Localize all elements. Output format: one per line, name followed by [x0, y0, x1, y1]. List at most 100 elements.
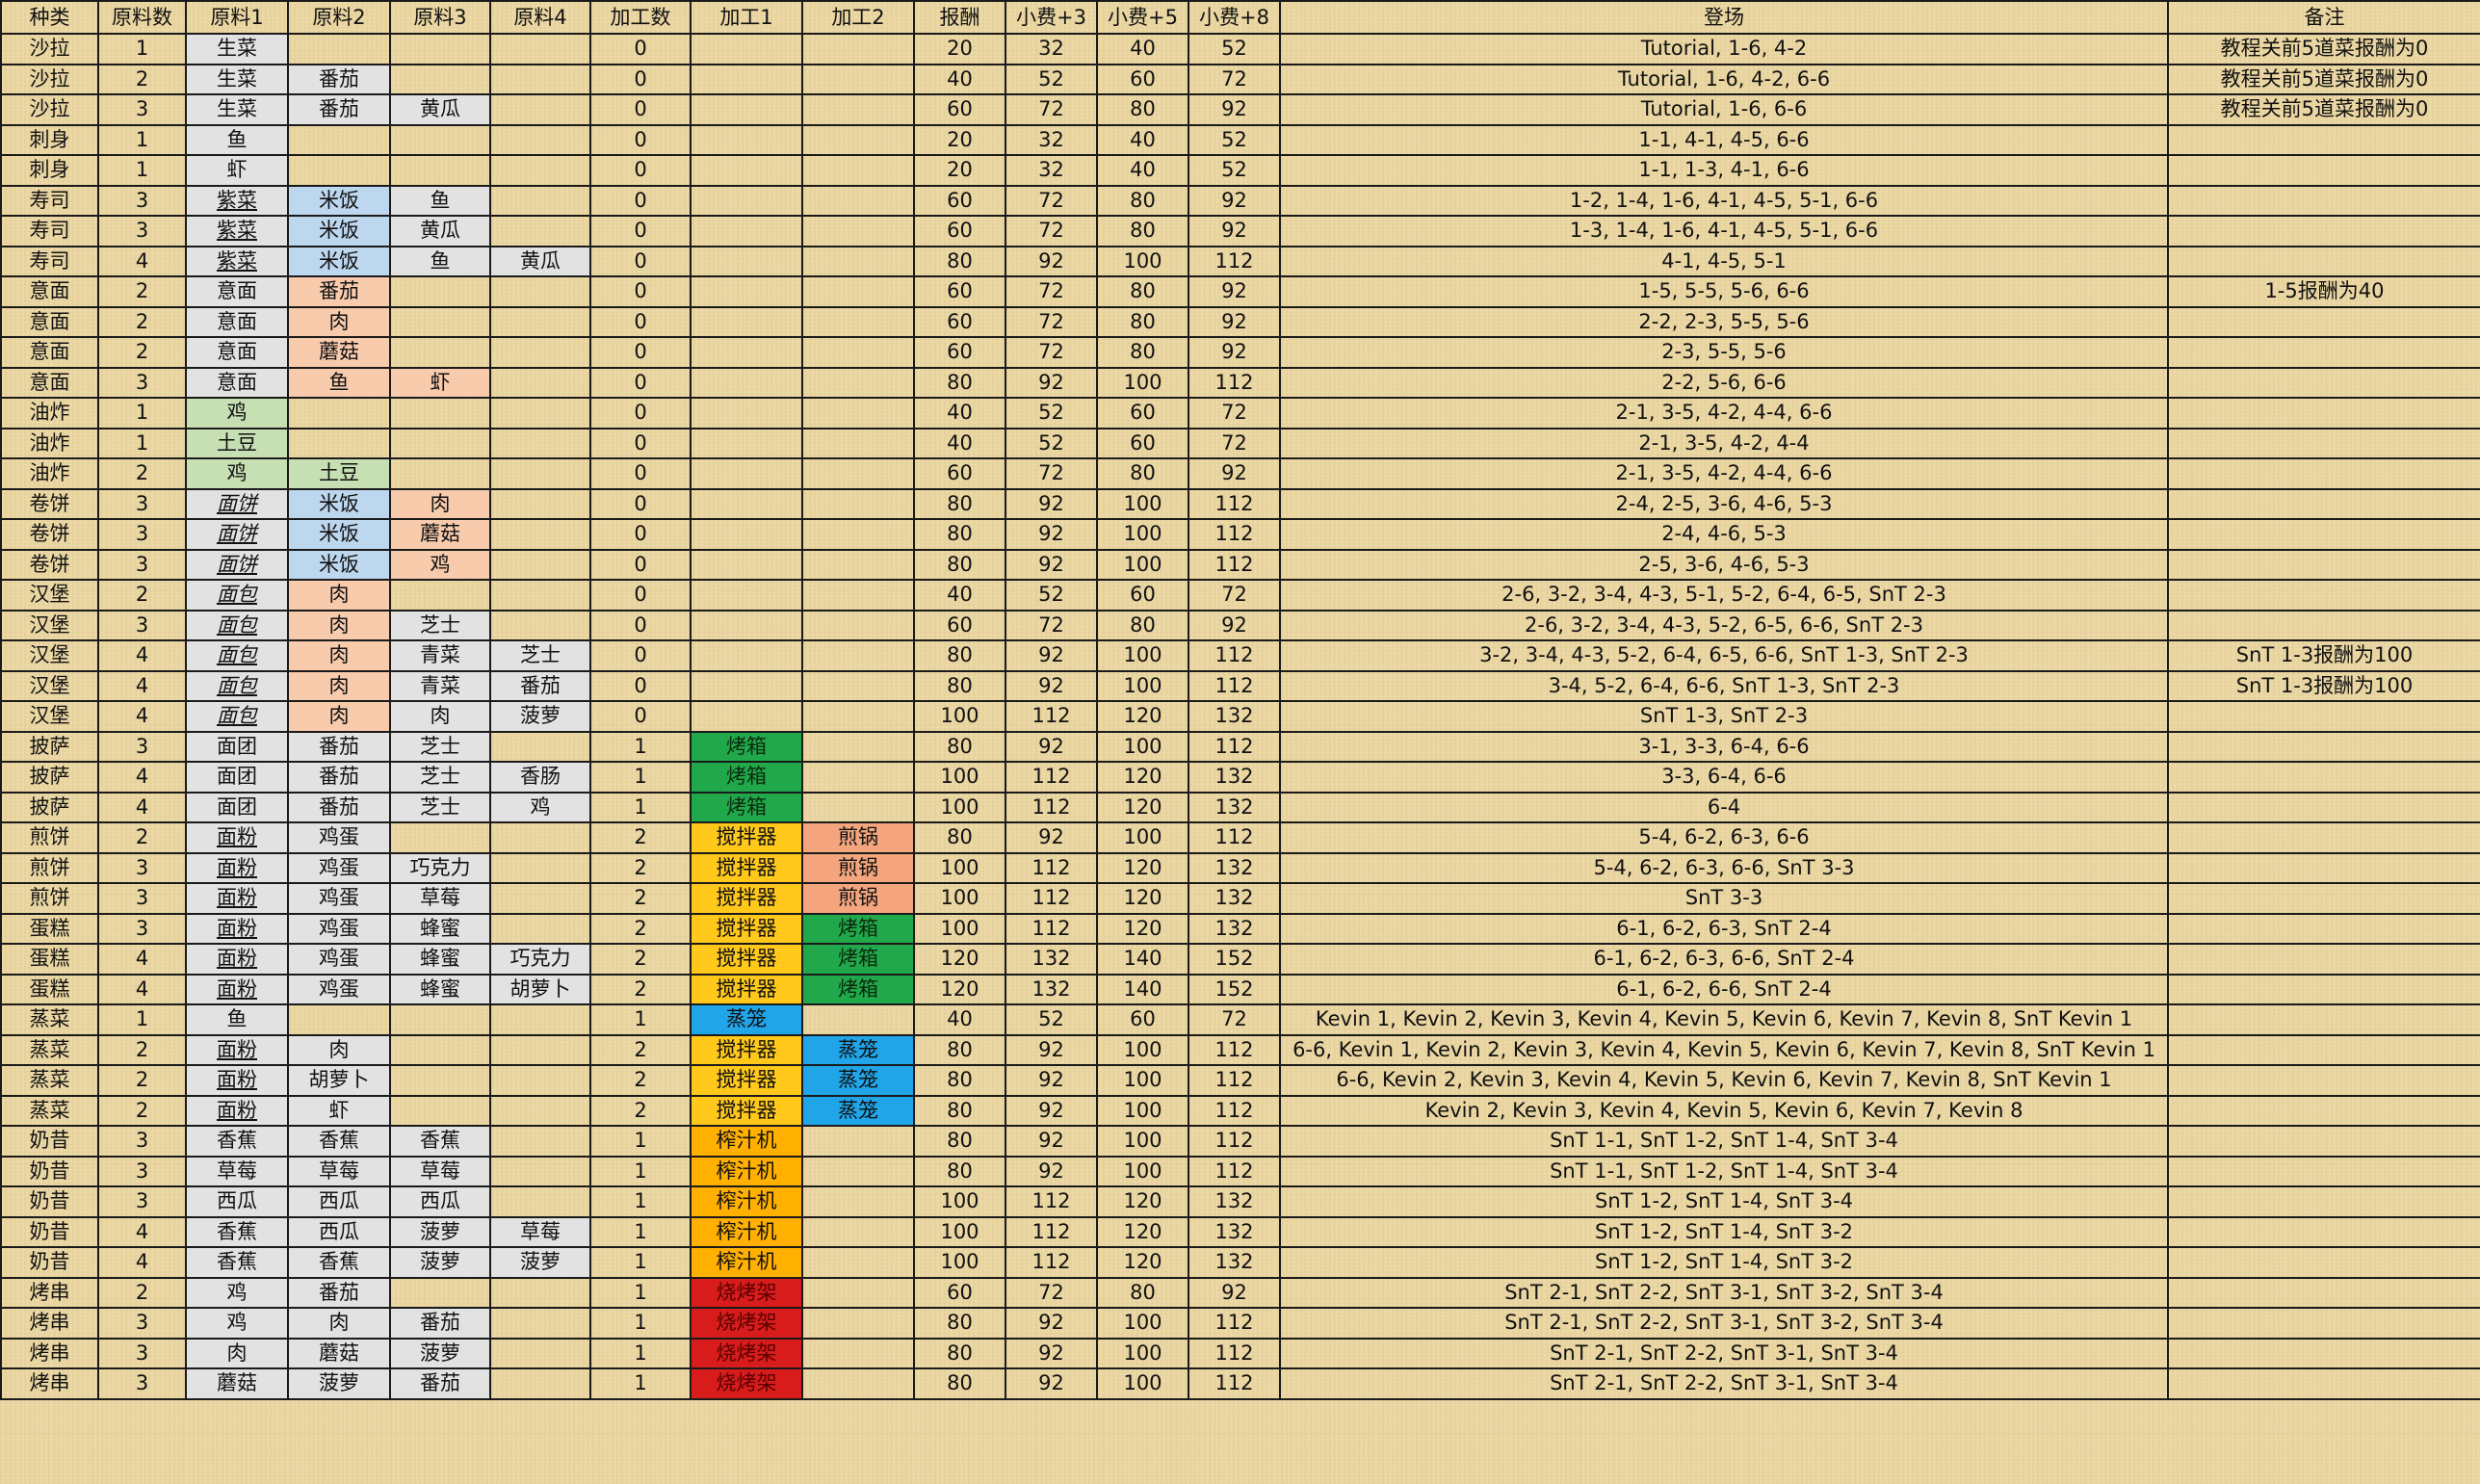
table-row[interactable]: 烤串 3 肉蘑菇 菠萝 1 烧烤架 80 92 100 112 SnT 2-1, SnT 2-2, …: [0, 1337, 2480, 1369]
cell-tip-8[interactable]: 112: [1188, 1307, 1281, 1340]
cell-ingredient-4[interactable]: [489, 1367, 591, 1400]
cell-reward[interactable]: 100: [913, 761, 1006, 794]
cell-ingredient-4[interactable]: [489, 275, 591, 308]
cell-process-1[interactable]: 烧烤架: [690, 1276, 803, 1309]
cell-ingredient-2[interactable]: 蘑菇: [287, 1337, 391, 1369]
cell-ingredient-count[interactable]: 3: [97, 518, 187, 551]
cell-ingredient-3[interactable]: [389, 579, 491, 612]
cell-tip-5[interactable]: 60: [1096, 63, 1189, 95]
cell-tip-5[interactable]: 120: [1096, 791, 1189, 823]
cell-reward[interactable]: 80: [913, 1155, 1006, 1187]
cell-process-count[interactable]: 0: [589, 184, 692, 217]
table-row[interactable]: 卷饼 3 面饼 米饭 蘑菇 0 80 92 100 112 2-4, 4-6, 5-3: [0, 518, 2480, 551]
cell-process-2[interactable]: [801, 93, 915, 126]
table-row[interactable]: 沙拉 1 生菜 0 20 32 40 52 Tutorial, 1-6, 4-2 教程关前5道菜报…: [0, 33, 2480, 65]
cell-process-2[interactable]: [801, 215, 915, 247]
header-tip-8[interactable]: 小费+8: [1188, 0, 1281, 35]
cell-ingredient-3[interactable]: 青菜: [389, 639, 491, 672]
cell-ingredient-2[interactable]: 鸡蛋: [287, 943, 391, 976]
cell-tip-5[interactable]: 100: [1096, 730, 1189, 763]
cell-ingredient-2[interactable]: 米饭: [287, 215, 391, 247]
cell-appears-in[interactable]: SnT 1-1, SnT 1-2, SnT 1-4, SnT 3-4: [1279, 1155, 2169, 1187]
cell-tip-5[interactable]: 40: [1096, 33, 1189, 65]
cell-reward[interactable]: 40: [913, 1003, 1006, 1036]
table-row[interactable]: 煎饼 2 面粉 鸡蛋 2 搅拌器 煎锅 80 92 100 112 5-4, 6-2, 6-3, 6-…: [0, 821, 2480, 854]
cell-ingredient-2[interactable]: 肉: [287, 700, 391, 733]
cell-ingredient-count[interactable]: 1: [97, 33, 187, 65]
cell-ingredient-1[interactable]: 紫菜: [185, 184, 289, 217]
cell-tip-5[interactable]: 100: [1096, 487, 1189, 520]
cell-remarks[interactable]: [2167, 1033, 2480, 1066]
cell-reward[interactable]: 80: [913, 669, 1006, 702]
cell-tip-3[interactable]: 92: [1005, 245, 1098, 277]
cell-ingredient-3[interactable]: 菠萝: [389, 1215, 491, 1248]
cell-tip-5[interactable]: 100: [1096, 1125, 1189, 1158]
cell-ingredient-2[interactable]: 鸡蛋: [287, 973, 391, 1005]
cell-tip-5[interactable]: 80: [1096, 305, 1189, 338]
cell-ingredient-count[interactable]: 3: [97, 1367, 187, 1400]
cell-tip-3[interactable]: 112: [1005, 700, 1098, 733]
cell-appears-in[interactable]: SnT 1-1, SnT 1-2, SnT 1-4, SnT 3-4: [1279, 1125, 2169, 1158]
cell-category[interactable]: 意面: [0, 275, 99, 308]
cell-appears-in[interactable]: 1-1, 4-1, 4-5, 6-6: [1279, 123, 2169, 156]
table-row[interactable]: 卷饼 3 面饼 米饭鸡 0 80 92 100 112 2-5, 3-6, 4-6, 5-3: [0, 548, 2480, 581]
cell-tip-5[interactable]: 60: [1096, 579, 1189, 612]
cell-ingredient-1[interactable]: 面饼: [185, 518, 289, 551]
cell-process-count[interactable]: 0: [589, 154, 692, 187]
cell-ingredient-1[interactable]: 面粉: [185, 973, 289, 1005]
cell-appears-in[interactable]: 2-1, 3-5, 4-2, 4-4: [1279, 427, 2169, 459]
cell-category[interactable]: 奶昔: [0, 1215, 99, 1248]
cell-category[interactable]: 汉堡: [0, 669, 99, 702]
cell-category[interactable]: 刺身: [0, 154, 99, 187]
cell-category[interactable]: 奶昔: [0, 1185, 99, 1218]
cell-appears-in[interactable]: 2-6, 3-2, 3-4, 4-3, 5-1, 5-2, 6-4, 6-5, …: [1279, 579, 2169, 612]
cell-tip-8[interactable]: 92: [1188, 93, 1281, 126]
cell-process-count[interactable]: 1: [589, 1367, 692, 1400]
cell-ingredient-2[interactable]: 胡萝卜: [287, 1064, 391, 1097]
cell-tip-8[interactable]: 92: [1188, 609, 1281, 641]
cell-ingredient-1[interactable]: 草莓: [185, 1155, 289, 1187]
cell-ingredient-4[interactable]: [489, 427, 591, 459]
cell-process-1[interactable]: [690, 518, 803, 551]
cell-process-2[interactable]: [801, 1246, 915, 1279]
cell-tip-3[interactable]: 112: [1005, 791, 1098, 823]
cell-ingredient-2[interactable]: 米饭: [287, 245, 391, 277]
cell-ingredient-count[interactable]: 4: [97, 761, 187, 794]
cell-remarks[interactable]: 教程关前5道菜报酬为0: [2167, 63, 2480, 95]
cell-ingredient-4[interactable]: [489, 1094, 591, 1127]
cell-category[interactable]: 烤串: [0, 1337, 99, 1369]
cell-process-count[interactable]: 0: [589, 609, 692, 641]
cell-category[interactable]: 烤串: [0, 1276, 99, 1309]
cell-reward[interactable]: 60: [913, 305, 1006, 338]
table-row[interactable]: 披萨 3 面团 番茄 芝士 1 烤箱 80 92 100 112 3-1, 3-3, 6-4, 6-6: [0, 730, 2480, 763]
cell-reward[interactable]: 100: [913, 882, 1006, 915]
cell-process-2[interactable]: 煎锅: [801, 851, 915, 884]
cell-remarks[interactable]: [2167, 245, 2480, 277]
cell-ingredient-2[interactable]: [287, 427, 391, 459]
cell-ingredient-1[interactable]: 面包: [185, 669, 289, 702]
cell-process-1[interactable]: [690, 275, 803, 308]
table-row[interactable]: 烤串 3 蘑菇 菠萝 番茄 1 烧烤架 80 92 100 112 SnT 2-1, SnT 2-2,…: [0, 1367, 2480, 1400]
cell-process-count[interactable]: 1: [589, 1125, 692, 1158]
cell-process-1[interactable]: [690, 397, 803, 430]
cell-ingredient-2[interactable]: 米饭: [287, 518, 391, 551]
cell-category[interactable]: 沙拉: [0, 33, 99, 65]
cell-tip-8[interactable]: 132: [1188, 882, 1281, 915]
table-row[interactable]: 沙拉 3 生菜 番茄 黄瓜 0 60 72 80 92 Tutorial, 1-6, 6-6 教程关前…: [0, 93, 2480, 126]
cell-ingredient-count[interactable]: 4: [97, 973, 187, 1005]
cell-appears-in[interactable]: 2-4, 4-6, 5-3: [1279, 518, 2169, 551]
cell-appears-in[interactable]: 2-1, 3-5, 4-2, 4-4, 6-6: [1279, 457, 2169, 490]
cell-reward[interactable]: 60: [913, 275, 1006, 308]
cell-tip-5[interactable]: 60: [1096, 1003, 1189, 1036]
table-row[interactable]: 蒸菜 1 鱼 1 蒸笼 40 52 60 72 Kevin 1, Kevin 2, Kevin 3…: [0, 1003, 2480, 1036]
cell-ingredient-count[interactable]: 3: [97, 366, 187, 399]
cell-tip-5[interactable]: 40: [1096, 154, 1189, 187]
cell-tip-5[interactable]: 120: [1096, 761, 1189, 794]
cell-process-2[interactable]: [801, 336, 915, 369]
cell-process-2[interactable]: [801, 518, 915, 551]
cell-tip-5[interactable]: 100: [1096, 1337, 1189, 1369]
cell-ingredient-3[interactable]: 青菜: [389, 669, 491, 702]
cell-ingredient-3[interactable]: [389, 275, 491, 308]
cell-process-2[interactable]: [801, 579, 915, 612]
cell-ingredient-2[interactable]: [287, 154, 391, 187]
